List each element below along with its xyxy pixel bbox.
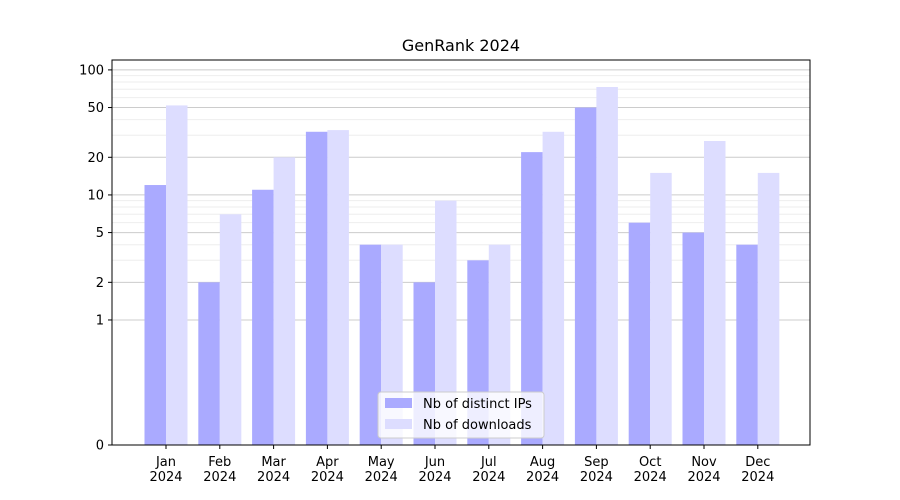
x-tick-label: Nov 2024: [687, 455, 720, 485]
x-tick-label: May 2024: [365, 455, 398, 485]
bar-distinct-ips: [628, 222, 651, 445]
y-tick-label: 2: [96, 276, 104, 291]
x-tick-label: Jan 2024: [149, 455, 182, 485]
bar-downloads: [596, 86, 618, 445]
x-tick-label: Aug 2024: [526, 455, 559, 485]
x-axis: Jan 2024 Feb 2024 Mar 2024 Apr 2024 May 2024 Jun 20…: [149, 445, 774, 485]
legend-box: [377, 391, 545, 439]
bar-downloads: [273, 157, 296, 445]
x-tick-label: Jul 2024: [472, 455, 505, 485]
bars: [144, 86, 780, 446]
bar-distinct-ips: [682, 232, 704, 445]
bar-downloads: [542, 131, 565, 445]
bar-distinct-ips: [521, 152, 543, 445]
bar-distinct-ips: [198, 282, 220, 445]
legend-label-distinct-ips: Nb of distinct IPs: [423, 397, 532, 412]
x-tick-label: Jun 2024: [418, 455, 451, 485]
bar-distinct-ips: [305, 131, 328, 445]
plot-frame: [111, 59, 811, 446]
bar-downloads: [166, 105, 188, 446]
legend-swatch-distinct-ips: [385, 398, 412, 408]
legend: Nb of distinct IPs Nb of downloads: [377, 391, 545, 439]
y-tick-label: 1: [96, 313, 104, 328]
bar-distinct-ips: [574, 107, 597, 446]
bar-distinct-ips: [736, 244, 758, 445]
bar-downloads: [757, 172, 780, 445]
y-tick-label: 10: [87, 188, 104, 203]
x-tick-label: Dec 2024: [741, 455, 774, 485]
y-axis: 0 1 2 5 10 20 50 100: [79, 63, 112, 454]
y-tick-label: 5: [96, 226, 104, 241]
chart-title: GenRank 2024: [402, 36, 520, 55]
y-tick-label: 100: [79, 63, 104, 78]
bar-downloads: [650, 172, 672, 445]
x-tick-label: Feb 2024: [203, 455, 236, 485]
bar-distinct-ips: [252, 189, 274, 445]
y-tick-label: 20: [87, 151, 104, 166]
x-tick-label: Oct 2024: [634, 455, 667, 485]
bar-distinct-ips: [144, 185, 166, 445]
bar-downloads: [327, 130, 349, 445]
y-tick-label: 0: [96, 439, 104, 454]
legend-label-downloads: Nb of downloads: [423, 418, 532, 433]
legend-swatch-downloads: [385, 419, 412, 429]
y-tick-label: 50: [87, 101, 104, 116]
bar-distinct-ips: [359, 244, 382, 445]
x-tick-label: Mar 2024: [257, 455, 290, 485]
bar-downloads: [219, 214, 242, 445]
x-tick-label: Sep 2024: [580, 455, 613, 485]
bar-downloads: [704, 140, 726, 445]
x-tick-label: Apr 2024: [311, 455, 344, 485]
bar-downloads: [435, 200, 457, 445]
